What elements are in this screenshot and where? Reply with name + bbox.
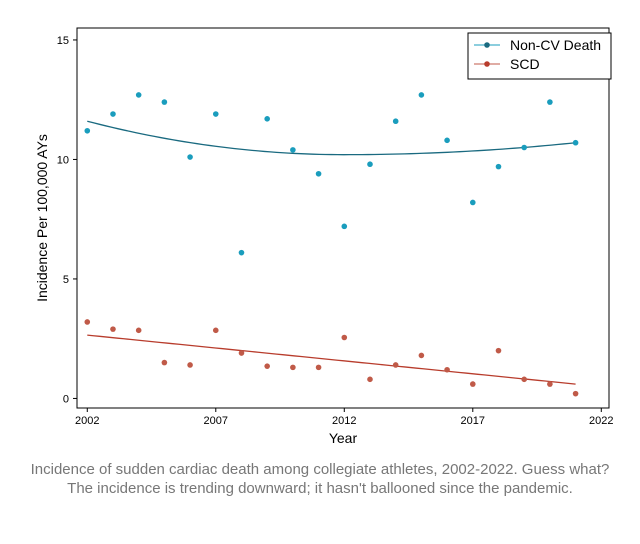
non-cv-point	[315, 170, 322, 177]
scd-point	[572, 390, 579, 397]
non-cv-point	[264, 116, 270, 122]
scd-point	[315, 364, 322, 371]
scd-point	[341, 334, 348, 341]
non-cv-point	[238, 249, 245, 256]
non-cv-point	[547, 99, 553, 105]
y-tick-label: 10	[57, 154, 69, 166]
x-tick-label: 2002	[75, 415, 99, 427]
scd-point	[290, 364, 296, 371]
x-tick-label: 2022	[589, 415, 613, 427]
scd-point	[367, 376, 373, 383]
legend-marker-non-cv	[484, 42, 490, 48]
trend-lines	[87, 120, 576, 385]
non-cv-point	[495, 163, 502, 170]
legend-box	[467, 32, 612, 80]
non-cv-point	[392, 118, 399, 125]
non-cv-point	[290, 147, 296, 153]
non-cv-point	[212, 111, 219, 117]
trend-line-scd	[87, 334, 576, 385]
figure-caption: Incidence of sudden cardiac death among …	[30, 461, 610, 497]
scd-point	[469, 381, 476, 387]
legend-marker-scd	[484, 61, 490, 67]
scd-point	[110, 326, 116, 332]
scd-point	[392, 362, 399, 368]
data-points	[84, 92, 579, 397]
scd-point	[161, 359, 168, 366]
y-tick-label: 15	[57, 35, 69, 47]
legend: Non-CV Death SCD	[467, 32, 612, 80]
scd-point	[264, 363, 270, 369]
chart: 0 5 10 15 2002 2007 2012 2017 2022 Year Inciden…	[34, 27, 614, 446]
plot-area	[76, 27, 610, 409]
non-cv-point	[187, 154, 193, 160]
non-cv-point	[135, 92, 142, 98]
scd-point	[238, 350, 245, 356]
y-tick-label: 0	[63, 393, 69, 405]
x-tick-label: 2017	[461, 415, 485, 427]
scd-point	[135, 327, 142, 334]
non-cv-point	[572, 139, 579, 146]
x-tick-label: 2007	[204, 415, 228, 427]
non-cv-point	[367, 161, 373, 168]
non-cv-point	[341, 223, 348, 230]
x-axis: 2002 2007 2012 2017 2022	[75, 408, 614, 427]
x-tick-label: 2012	[332, 415, 356, 427]
legend-label-non-cv: Non-CV Death	[510, 37, 601, 53]
y-axis: 0 5 10 15	[57, 35, 77, 405]
scd-point	[212, 327, 219, 334]
non-cv-point	[469, 199, 476, 206]
non-cv-point	[161, 99, 168, 105]
scd-point	[84, 319, 91, 325]
y-tick-label: 5	[63, 274, 69, 286]
non-cv-point	[84, 127, 91, 134]
scd-point	[444, 366, 450, 373]
non-cv-point	[110, 111, 116, 117]
scd-point	[521, 376, 527, 383]
legend-label-scd: SCD	[510, 56, 540, 72]
non-cv-point	[444, 137, 450, 144]
non-cv-point	[521, 144, 527, 151]
y-axis-label: Incidence Per 100,000 AYs	[34, 134, 50, 302]
trend-line-non-cv	[87, 120, 576, 156]
non-cv-point	[418, 92, 425, 98]
scd-point	[547, 381, 553, 387]
x-axis-label: Year	[329, 430, 358, 446]
scd-point	[418, 352, 425, 359]
scd-point	[495, 347, 502, 354]
scd-point	[187, 362, 193, 368]
